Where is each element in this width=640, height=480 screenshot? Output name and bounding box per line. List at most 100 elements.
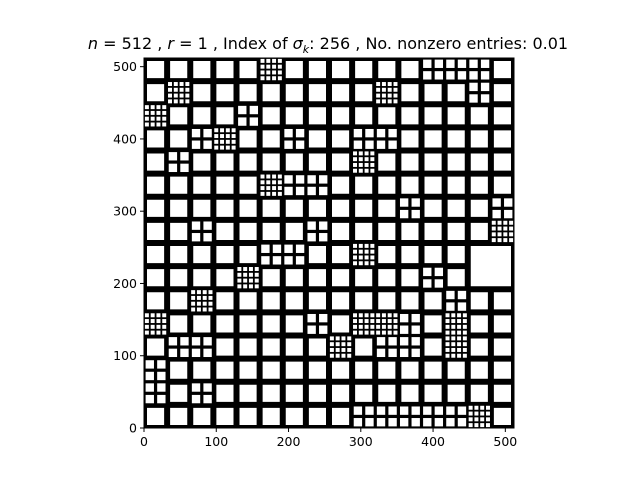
sub-block-4x4	[144, 122, 149, 127]
block	[424, 222, 442, 240]
y-tick-label: 0	[129, 421, 137, 436]
sub-block-4x4	[353, 157, 358, 162]
block	[216, 199, 234, 217]
sub-block-4x4	[451, 319, 456, 324]
sub-block-4x4	[468, 411, 473, 416]
block	[285, 222, 303, 240]
sub-block-2x2	[504, 209, 513, 219]
sub-block-4x4	[156, 105, 161, 110]
sub-block-4x4	[485, 411, 490, 416]
title-rest: : 256 , No. nonzero entries: 0.01	[309, 34, 568, 53]
sub-block-4x4	[341, 353, 346, 358]
sub-block-4x4	[277, 58, 282, 63]
sub-block-4x4	[214, 134, 219, 139]
sub-block-4x4	[491, 226, 496, 231]
title-r-eq: = 1 , Index of	[174, 34, 293, 53]
block	[285, 269, 303, 287]
block	[378, 199, 396, 217]
sub-block-4x4	[457, 342, 462, 347]
sub-block-4x4	[260, 70, 265, 75]
block	[308, 384, 326, 402]
sub-block-4x4	[277, 186, 282, 191]
block	[470, 153, 488, 171]
sub-block-4x4	[329, 353, 334, 358]
sub-block-4x4	[168, 87, 173, 92]
sub-block-2x2	[191, 394, 201, 404]
sub-block-4x4	[387, 319, 392, 324]
block	[401, 84, 419, 102]
block	[262, 153, 280, 171]
sub-block-2x2	[203, 221, 212, 230]
sub-block-2x2	[411, 348, 420, 358]
block	[401, 176, 419, 194]
sub-block-2x2	[423, 59, 432, 68]
sub-block-2x2	[203, 140, 212, 149]
sub-block-2x2	[307, 313, 316, 323]
sub-block-4x4	[370, 330, 375, 335]
block	[239, 246, 257, 264]
sub-block-4x4	[358, 162, 363, 167]
sub-block-4x4	[225, 134, 230, 139]
sub-block-4x4	[370, 249, 375, 254]
block	[355, 292, 373, 310]
sub-block-4x4	[202, 301, 207, 306]
sub-block-4x4	[162, 105, 167, 110]
sub-block-4x4	[208, 301, 213, 306]
merged-block	[470, 246, 511, 287]
sub-block-2x2	[191, 221, 201, 230]
block	[332, 61, 350, 79]
sub-block-2x2	[295, 175, 305, 184]
sub-block-4x4	[162, 313, 167, 318]
block	[332, 222, 350, 240]
block	[447, 84, 465, 102]
block	[332, 199, 350, 217]
block	[424, 130, 442, 148]
sub-block-4x4	[393, 82, 398, 87]
block	[239, 130, 257, 148]
sub-block-2x2	[191, 337, 201, 346]
sub-block-2x2	[365, 406, 374, 415]
sub-block-2x2	[365, 418, 374, 427]
sub-block-4x4	[364, 330, 369, 335]
sub-block-4x4	[462, 353, 467, 358]
block	[378, 246, 396, 264]
block	[170, 176, 188, 194]
sub-block-4x4	[457, 336, 462, 341]
sub-block-2x2	[411, 313, 420, 323]
sub-block-2x2	[272, 256, 282, 265]
block	[193, 269, 211, 287]
block	[378, 222, 396, 240]
sub-block-2x2	[376, 348, 386, 358]
sub-block-4x4	[468, 423, 473, 428]
sub-block-4x4	[272, 191, 277, 196]
sub-block-4x4	[393, 99, 398, 104]
block	[147, 407, 165, 425]
block	[285, 61, 303, 79]
block	[493, 84, 511, 102]
block	[447, 384, 465, 402]
sub-block-4x4	[480, 423, 485, 428]
sub-block-4x4	[243, 272, 248, 277]
sub-block-4x4	[260, 186, 265, 191]
block	[147, 292, 165, 310]
sub-block-2x2	[423, 267, 432, 277]
block	[285, 384, 303, 402]
sub-block-2x2	[353, 128, 363, 138]
sub-block-4x4	[277, 76, 282, 81]
sub-block-4x4	[272, 180, 277, 185]
sub-block-2x2	[399, 337, 409, 346]
sub-block-2x2	[434, 418, 444, 427]
block	[332, 176, 350, 194]
sub-block-2x2	[191, 128, 201, 138]
sub-block-4x4	[509, 226, 514, 231]
sub-block-2x2	[446, 406, 455, 415]
sub-block-4x4	[150, 324, 155, 329]
sub-block-4x4	[381, 99, 386, 104]
sub-block-2x2	[423, 418, 432, 427]
sub-block-4x4	[329, 342, 334, 347]
block	[401, 384, 419, 402]
sub-block-4x4	[162, 116, 167, 121]
sub-block-4x4	[260, 64, 265, 69]
block	[170, 292, 188, 310]
sub-block-2x2	[469, 59, 478, 68]
